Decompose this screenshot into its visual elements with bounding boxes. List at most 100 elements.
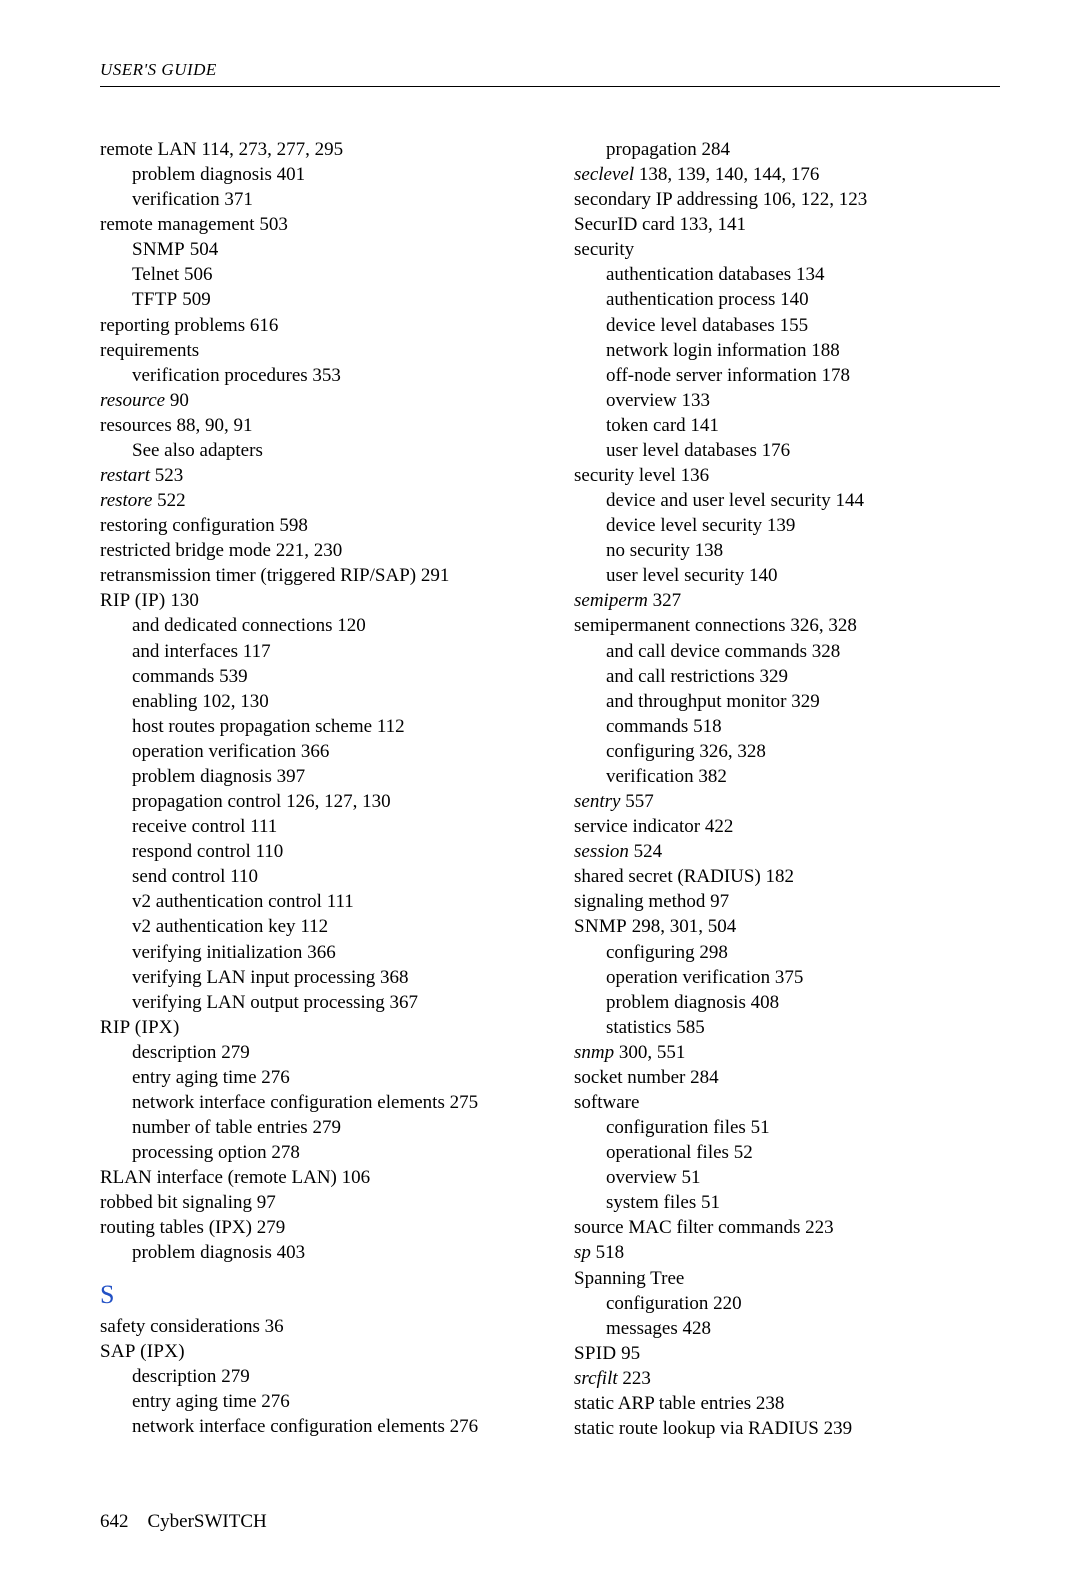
index-text: user level security — [606, 565, 749, 586]
index-text: seclevel — [574, 164, 634, 185]
index-text: 112 — [300, 916, 328, 937]
index-text: 134 — [796, 264, 825, 285]
index-text: 326, 328 — [699, 741, 766, 762]
index-text: 557 — [620, 791, 653, 812]
index-text: 97 — [710, 891, 729, 912]
index-entry: operational files 52 — [574, 1140, 1000, 1165]
index-text: verification procedures — [132, 365, 312, 386]
index-text: 503 — [259, 214, 288, 235]
index-text: 275 — [450, 1092, 479, 1113]
index-entry: problem diagnosis 408 — [574, 990, 1000, 1015]
index-entry: shared secret (RADIUS) 182 — [574, 864, 1000, 889]
index-text: off-node server information — [606, 365, 821, 386]
index-entry: verifying LAN input processing 368 — [100, 965, 526, 990]
index-text: and interfaces — [132, 641, 243, 662]
index-entry: SPID 95 — [574, 1341, 1000, 1366]
index-text: 371 — [224, 189, 253, 210]
index-entry: semiperm 327 — [574, 588, 1000, 613]
index-text: 111 — [250, 816, 277, 837]
index-text: signaling method — [574, 891, 710, 912]
index-text: 102, 130 — [202, 691, 269, 712]
index-text: 276 — [261, 1067, 290, 1088]
index-entry: and interfaces 117 — [100, 639, 526, 664]
index-text: remote LAN — [100, 139, 201, 160]
index-entry: token card 141 — [574, 413, 1000, 438]
index-text: 221, 230 — [276, 540, 343, 561]
index-entry: sp 518 — [574, 1240, 1000, 1265]
index-text: 276 — [261, 1391, 290, 1412]
index-entry: retransmission timer (triggered RIP/SAP)… — [100, 563, 526, 588]
index-text: 223 — [805, 1217, 834, 1238]
index-text: RLAN interface (remote LAN) — [100, 1167, 342, 1188]
index-text: enabling — [132, 691, 202, 712]
index-entry: robbed bit signaling 97 — [100, 1190, 526, 1215]
index-text: network interface configuration elements — [132, 1416, 450, 1437]
index-entry: restricted bridge mode 221, 230 — [100, 538, 526, 563]
index-entry: propagation 284 — [574, 137, 1000, 162]
index-entry: entry aging time 276 — [100, 1065, 526, 1090]
index-text: 368 — [380, 967, 409, 988]
index-entry: enabling 102, 130 — [100, 689, 526, 714]
section-letter: S — [100, 1278, 526, 1312]
column-right: propagation 284seclevel 138, 139, 140, 1… — [574, 137, 1000, 1441]
index-text: configuration files — [606, 1117, 751, 1138]
page-footer: 642 CyberSWITCH — [100, 1511, 1000, 1533]
index-text: 114, 273, 277, 295 — [201, 139, 343, 160]
index-text: 239 — [824, 1418, 853, 1439]
index-text: number of table entries — [132, 1117, 312, 1138]
index-entry: user level databases 176 — [574, 438, 1000, 463]
header-rule — [100, 86, 1000, 87]
index-text: 279 — [257, 1217, 286, 1238]
index-text: 403 — [277, 1242, 306, 1263]
index-text: system files — [606, 1192, 701, 1213]
index-text: problem diagnosis — [606, 992, 751, 1013]
index-entry: user level security 140 — [574, 563, 1000, 588]
index-entry: overview 133 — [574, 388, 1000, 413]
index-text: 422 — [705, 816, 734, 837]
index-text: no security — [606, 540, 695, 561]
index-entry: host routes propagation scheme 112 — [100, 714, 526, 739]
index-entry: configuration files 51 — [574, 1115, 1000, 1140]
index-text: 97 — [257, 1192, 276, 1213]
index-entry: restoring configuration 598 — [100, 513, 526, 538]
index-text: 298 — [699, 942, 728, 963]
index-text: device and user level security — [606, 490, 835, 511]
index-text: 382 — [698, 766, 727, 787]
index-text: TFTP — [132, 289, 178, 310]
index-text: verifying LAN output processing — [132, 992, 390, 1013]
index-text: service indicator — [574, 816, 705, 837]
index-text: messages — [606, 1318, 683, 1339]
index-text: 328 — [812, 641, 841, 662]
index-text: 397 — [277, 766, 306, 787]
index-entry: system files 51 — [574, 1190, 1000, 1215]
index-entry: resources 88, 90, 91 — [100, 413, 526, 438]
index-entry: messages 428 — [574, 1316, 1000, 1341]
index-text: 366 — [307, 942, 336, 963]
index-text: 138 — [695, 540, 724, 561]
index-text: 375 — [775, 967, 804, 988]
index-text: SNMP — [574, 916, 627, 937]
index-entry: RLAN interface (remote LAN) 106 — [100, 1165, 526, 1190]
index-entry: overview 51 — [574, 1165, 1000, 1190]
index-text: retransmission timer (triggered RIP/SAP) — [100, 565, 421, 586]
index-text: 284 — [702, 139, 731, 160]
index-text: 106, 122, 123 — [763, 189, 868, 210]
index-text: 110 — [230, 866, 258, 887]
index-text: token card — [606, 415, 690, 436]
index-text: SNMP — [132, 239, 185, 260]
index-text: 298, 301, 504 — [627, 916, 736, 937]
index-text: secondary IP addressing — [574, 189, 763, 210]
index-entry: send control 110 — [100, 864, 526, 889]
index-text: 110 — [255, 841, 283, 862]
index-entry: source MAC filter commands 223 — [574, 1215, 1000, 1240]
index-text: 509 — [178, 289, 211, 310]
index-text: 126, 127, 130 — [286, 791, 391, 812]
index-text: 120 — [337, 615, 366, 636]
index-text: SPID — [574, 1343, 616, 1364]
index-text: 367 — [390, 992, 419, 1013]
index-entry: problem diagnosis 397 — [100, 764, 526, 789]
index-text: restricted bridge mode — [100, 540, 276, 561]
index-text: source MAC filter commands — [574, 1217, 805, 1238]
index-text: 36 — [265, 1316, 284, 1337]
index-entry: seclevel 138, 139, 140, 144, 176 — [574, 162, 1000, 187]
